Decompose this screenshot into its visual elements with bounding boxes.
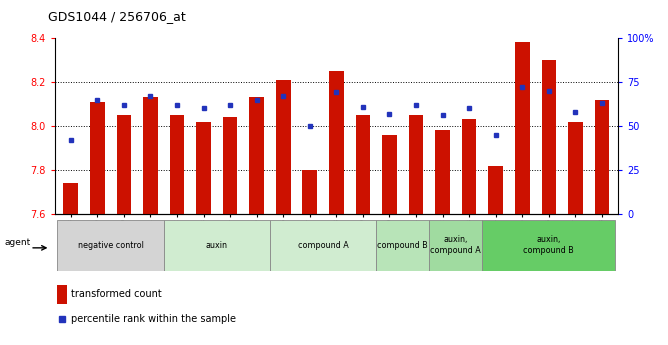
Bar [303, 170, 317, 214]
FancyBboxPatch shape [376, 220, 430, 271]
Text: transformed count: transformed count [71, 289, 162, 299]
Bar [90, 102, 105, 214]
Text: agent: agent [5, 238, 31, 247]
FancyBboxPatch shape [164, 220, 270, 271]
Text: compound B: compound B [377, 241, 428, 250]
Bar [542, 60, 556, 214]
Bar [63, 183, 78, 214]
Bar [595, 100, 609, 214]
Bar [143, 97, 158, 214]
Text: GDS1044 / 256706_at: GDS1044 / 256706_at [48, 10, 186, 23]
Bar [116, 115, 131, 214]
Bar [249, 97, 264, 214]
Bar [355, 115, 370, 214]
Bar [462, 119, 476, 214]
FancyBboxPatch shape [482, 220, 615, 271]
Bar [329, 71, 343, 214]
Text: percentile rank within the sample: percentile rank within the sample [71, 314, 236, 324]
Bar [436, 130, 450, 214]
Bar [515, 42, 530, 214]
Text: negative control: negative control [77, 241, 144, 250]
Text: auxin,
compound B: auxin, compound B [524, 235, 574, 255]
Bar [170, 115, 184, 214]
FancyBboxPatch shape [57, 220, 164, 271]
Bar [223, 117, 237, 214]
Text: auxin: auxin [206, 241, 228, 250]
Bar [196, 121, 211, 214]
FancyBboxPatch shape [270, 220, 376, 271]
Text: compound A: compound A [298, 241, 349, 250]
Bar [409, 115, 424, 214]
FancyBboxPatch shape [430, 220, 482, 271]
Bar [382, 135, 397, 214]
Text: auxin,
compound A: auxin, compound A [430, 235, 481, 255]
Bar [488, 166, 503, 214]
Bar [57, 285, 67, 304]
Bar [568, 121, 582, 214]
Bar [276, 80, 291, 214]
